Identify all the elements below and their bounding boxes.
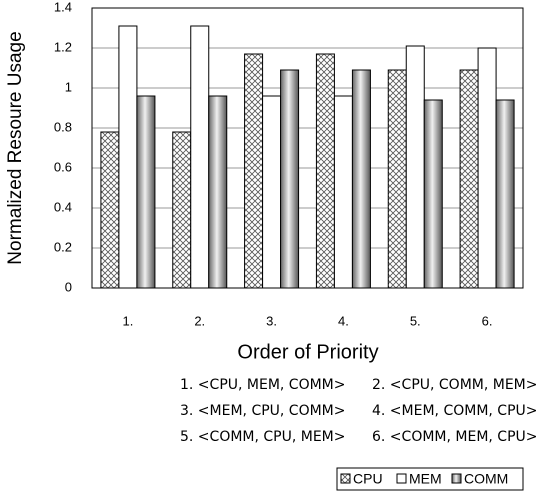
bar <box>244 53 264 289</box>
y-tick-label: 1 <box>65 79 72 94</box>
plot-frame <box>91 7 524 289</box>
bar <box>136 95 156 289</box>
legend-label: CPU <box>353 471 383 487</box>
legend-swatch <box>340 473 351 484</box>
bar <box>495 99 515 289</box>
bar <box>333 95 353 289</box>
x-tick-label: 3. <box>266 313 277 328</box>
bar <box>405 45 425 289</box>
x-tick-label: 4. <box>338 313 349 328</box>
bar <box>351 69 371 289</box>
bar <box>423 99 443 289</box>
bar <box>315 53 335 289</box>
note: 4. <MEM, COMM, CPU> <box>372 403 538 419</box>
bar <box>190 25 210 289</box>
note: 2. <CPU, COMM, MEM> <box>372 377 538 393</box>
y-tick-label: 0.8 <box>54 119 72 134</box>
y-tick-label: 1.2 <box>54 39 72 54</box>
bar <box>172 131 192 289</box>
x-tick-label: 6. <box>482 313 493 328</box>
bar <box>262 95 282 289</box>
y-tick-label: 0.2 <box>54 239 72 254</box>
note: 1. <CPU, MEM, COMM> <box>180 377 346 393</box>
note: 5. <COMM, CPU, MEM> <box>180 429 346 445</box>
x-tick-label: 2. <box>194 313 205 328</box>
y-tick-label: 0 <box>65 279 72 294</box>
legend-box <box>336 467 524 491</box>
y-tick-label: 0.6 <box>54 159 72 174</box>
y-axis-label: Normalized Resoure Usage <box>5 31 26 264</box>
y-tick-label: 0.4 <box>54 199 72 214</box>
bar <box>100 131 120 289</box>
legend-swatch <box>396 473 407 484</box>
legend-swatch <box>451 473 462 484</box>
note: 6. <COMM, MEM, CPU> <box>372 429 538 445</box>
bar <box>387 69 407 289</box>
note: 3. <MEM, CPU, COMM> <box>180 403 346 419</box>
legend-label: COMM <box>464 471 508 487</box>
bar <box>459 69 479 289</box>
y-tick-label: 1.4 <box>54 0 72 14</box>
x-axis-label: Order of Priority <box>237 341 378 363</box>
bar <box>477 47 497 289</box>
bar <box>118 25 138 289</box>
x-tick-label: 1. <box>122 313 133 328</box>
bar <box>208 95 228 289</box>
legend-label: MEM <box>409 471 442 487</box>
bar <box>280 69 300 289</box>
x-tick-label: 5. <box>410 313 421 328</box>
